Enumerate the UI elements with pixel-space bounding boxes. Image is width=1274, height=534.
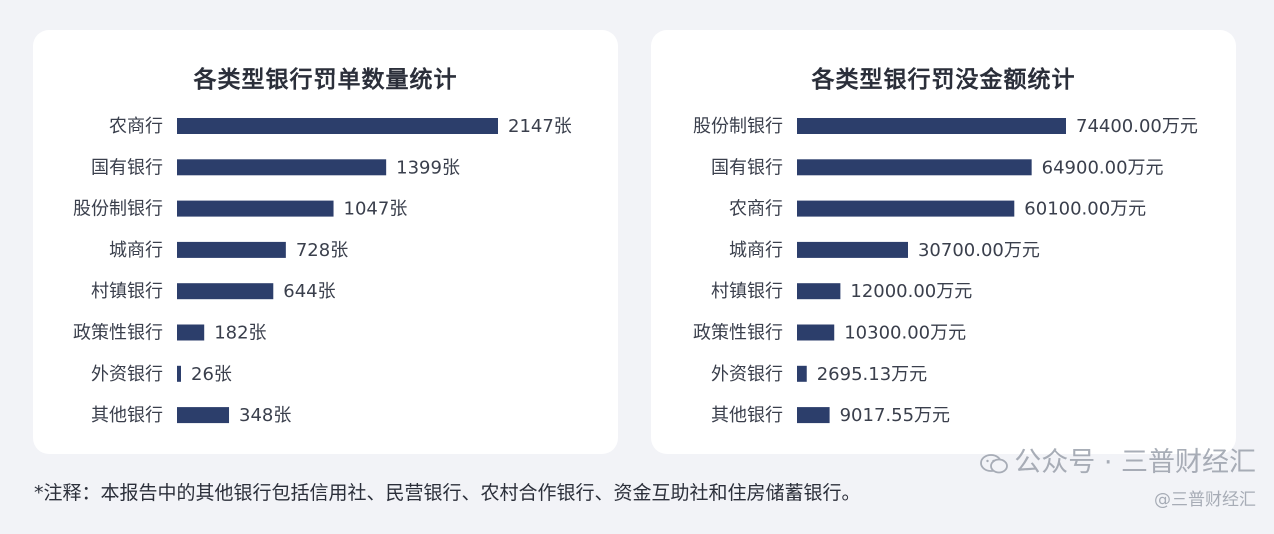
data-label: 60100.00万元 (1024, 199, 1146, 220)
data-label: 64900.00万元 (1042, 157, 1164, 178)
bar (177, 200, 334, 217)
data-label: 74400.00万元 (1076, 116, 1198, 137)
chart-title: 各类型银行罚没金额统计 (811, 67, 1076, 93)
bar (177, 118, 498, 134)
bar (797, 118, 1066, 134)
data-label: 10300.00万元 (844, 323, 966, 344)
data-label: 30700.00万元 (918, 240, 1040, 261)
category-label: 股份制银行 (73, 199, 163, 220)
watermark-handle: @三普财经汇 (1154, 490, 1256, 510)
data-label: 182张 (214, 323, 266, 344)
wechat-icon (980, 453, 1009, 473)
watermark-line1: 公众号 · 三普财经汇 (980, 440, 1256, 479)
data-label: 348张 (239, 405, 291, 426)
category-label: 政策性银行 (73, 323, 163, 344)
data-label: 26张 (191, 364, 232, 385)
category-label: 国有银行 (91, 157, 163, 178)
bar (177, 283, 274, 300)
data-label: 1399张 (396, 157, 460, 178)
data-label: 9017.55万元 (840, 405, 950, 426)
bar (177, 407, 230, 424)
category-label: 城商行 (109, 240, 163, 261)
category-label: 农商行 (729, 199, 783, 220)
category-label: 城商行 (729, 240, 783, 261)
category-label: 其他银行 (91, 405, 163, 426)
bar (177, 365, 181, 382)
watermark: 公众号 · 三普财经汇 @三普财经汇 (980, 440, 1256, 510)
data-label: 2695.13万元 (817, 364, 927, 385)
category-label: 村镇银行 (91, 281, 163, 302)
bar (797, 200, 1015, 217)
bar (797, 365, 807, 382)
chart-title: 各类型银行罚单数量统计 (193, 67, 458, 93)
footnote: *注释：本报告中的其他银行包括信用社、民营银行、农村合作银行、资金互助社和住房储… (34, 482, 861, 504)
bar (797, 324, 835, 341)
bar (797, 159, 1032, 176)
category-label: 外资银行 (711, 364, 783, 385)
data-label: 12000.00万元 (850, 281, 972, 302)
data-label: 644张 (283, 281, 335, 302)
bar (797, 241, 908, 258)
category-label: 农商行 (109, 116, 163, 137)
bar (797, 407, 830, 424)
category-label: 政策性银行 (693, 323, 783, 344)
chart-panel-amount: 各类型银行罚没金额统计 股份制银行 74400.00万元国有银行 64900.00万… (651, 30, 1236, 454)
bar (797, 283, 841, 300)
category-label: 村镇银行 (711, 281, 783, 302)
bar (177, 159, 387, 176)
data-label: 2147张 (508, 116, 572, 137)
bar (177, 241, 286, 258)
data-label: 1047张 (344, 199, 408, 220)
watermark-text: 公众号 · 三普财经汇 (1014, 447, 1256, 478)
chart-panel-count: 各类型银行罚单数量统计 农商行 2147张国有银行 1399张股份制银行 1047张城… (33, 30, 618, 454)
category-label: 国有银行 (711, 157, 783, 178)
category-label: 股份制银行 (693, 116, 783, 137)
category-label: 外资银行 (91, 364, 163, 385)
bar (177, 324, 205, 341)
data-label: 728张 (296, 240, 348, 261)
category-label: 其他银行 (711, 405, 783, 426)
